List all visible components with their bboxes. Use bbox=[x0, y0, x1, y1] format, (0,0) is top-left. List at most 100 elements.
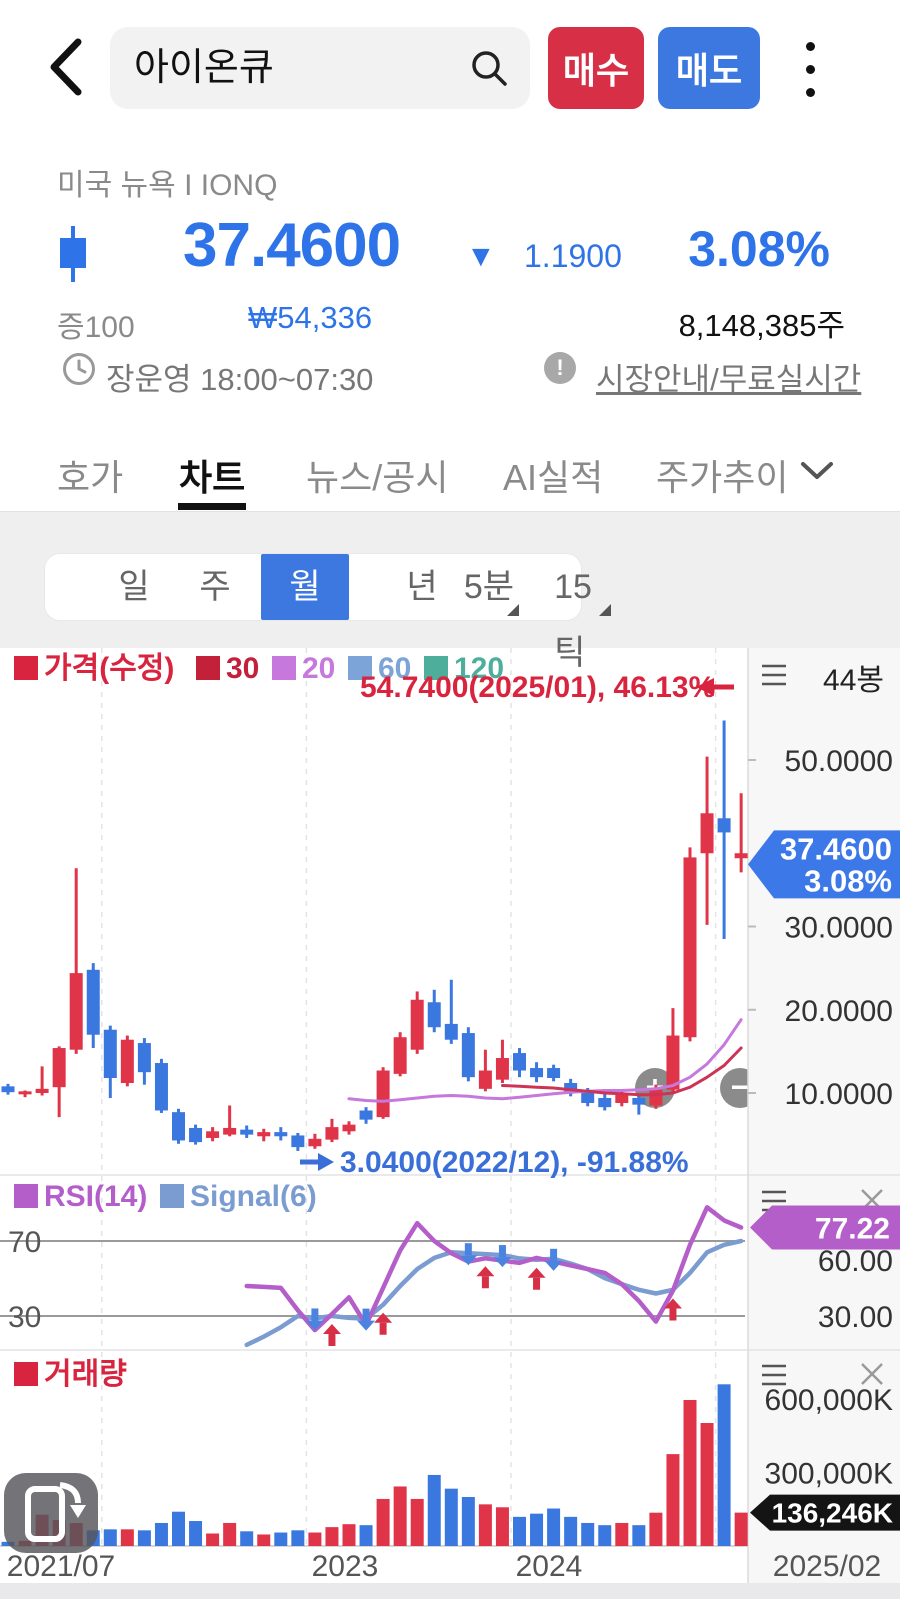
candle-body bbox=[513, 1053, 526, 1071]
volume-bar bbox=[564, 1516, 578, 1546]
legend-label: 30 bbox=[226, 652, 259, 685]
legend-swatch bbox=[272, 656, 296, 680]
candle-body bbox=[666, 1035, 680, 1090]
volume-bar bbox=[478, 1504, 492, 1546]
back-chevron-icon bbox=[50, 38, 82, 96]
volume-bar bbox=[103, 1529, 117, 1546]
candle-body bbox=[615, 1094, 629, 1103]
volume-bar bbox=[734, 1512, 748, 1546]
market-guide-link[interactable]: 시장안내/무료실시간 bbox=[596, 362, 862, 397]
clock-icon bbox=[63, 353, 95, 385]
legend-label: Signal(6) bbox=[190, 1180, 317, 1213]
volume-bar bbox=[649, 1512, 663, 1546]
candle-body bbox=[291, 1135, 305, 1148]
current-price: 37.4600 bbox=[183, 211, 401, 280]
stock-chart[interactable]: 50.0000 30.0000 20.0000 10.0000 44봉 가격(수정) 30 2… bbox=[0, 648, 900, 1599]
dropdown-corner-icon bbox=[599, 604, 611, 616]
legend-label: RSI(14) bbox=[44, 1180, 147, 1213]
candle-body bbox=[103, 1029, 117, 1079]
candle-body bbox=[172, 1112, 185, 1141]
candle-body bbox=[274, 1132, 288, 1137]
candle-body bbox=[478, 1070, 492, 1089]
volume-bar bbox=[154, 1522, 168, 1546]
info-icon: ! bbox=[544, 352, 576, 384]
volume-bar bbox=[632, 1525, 646, 1546]
volume-shares: 8,148,385주 bbox=[678, 308, 845, 343]
candle-body bbox=[206, 1131, 220, 1138]
tab-price-trend[interactable]: 주가추이 bbox=[656, 457, 789, 498]
price-axis-label: 30.0000 bbox=[785, 912, 893, 945]
svg-text:77.22: 77.22 bbox=[815, 1212, 890, 1245]
sell-arrow-icon bbox=[459, 1243, 478, 1266]
tab-news[interactable]: 뉴스/공시 bbox=[306, 457, 449, 498]
bottom-strip bbox=[0, 1583, 900, 1599]
candle-body bbox=[683, 857, 697, 1038]
period-week[interactable]: 주 bbox=[199, 568, 231, 606]
margin-label: 증100 bbox=[57, 311, 135, 344]
legend-swatch bbox=[348, 656, 372, 680]
sell-button[interactable]: 매도 bbox=[658, 27, 760, 109]
period-day[interactable]: 일 bbox=[118, 568, 150, 606]
search-icon[interactable] bbox=[470, 49, 508, 87]
chevron-down-icon[interactable] bbox=[800, 461, 834, 481]
rsi-level-label: 30 bbox=[8, 1301, 41, 1334]
sell-arrow-icon bbox=[493, 1245, 512, 1268]
candle-body bbox=[564, 1083, 578, 1093]
volume-bar bbox=[291, 1530, 305, 1546]
period-5min[interactable]: 5분 bbox=[463, 568, 515, 606]
bar-count-label: 44봉 bbox=[823, 664, 884, 697]
tab-chart[interactable]: 차트 bbox=[179, 457, 246, 498]
rsi-signal-line bbox=[244, 1238, 744, 1348]
x-axis-label: 2023 bbox=[312, 1550, 379, 1583]
dropdown-corner-icon bbox=[507, 604, 519, 616]
tab-ai-earnings[interactable]: AI실적 bbox=[503, 457, 604, 498]
rotate-phone-icon bbox=[25, 1482, 86, 1542]
volume-bars-group bbox=[1, 1384, 748, 1546]
candle-body bbox=[495, 1058, 509, 1080]
candle-body bbox=[1, 1086, 15, 1093]
volume-bar bbox=[206, 1533, 220, 1546]
volume-bar bbox=[666, 1454, 680, 1546]
candle-body bbox=[632, 1097, 646, 1105]
period-15tick[interactable]: 15틱 bbox=[554, 568, 592, 672]
legend-label: 120 bbox=[454, 652, 504, 685]
legend-swatch bbox=[14, 1184, 38, 1208]
period-year[interactable]: 년 bbox=[406, 568, 438, 606]
candle-body bbox=[700, 813, 714, 854]
period-month[interactable]: 월 bbox=[261, 554, 349, 620]
back-button[interactable] bbox=[44, 36, 88, 98]
down-triangle-icon: ▼ bbox=[466, 240, 496, 273]
svg-text:3.08%: 3.08% bbox=[804, 863, 892, 898]
more-menu-icon[interactable] bbox=[806, 42, 816, 111]
volume-bar bbox=[615, 1522, 629, 1546]
volume-panel-close-icon[interactable] bbox=[861, 1363, 883, 1385]
rotate-phone-button[interactable] bbox=[4, 1473, 98, 1553]
legend-swatch bbox=[160, 1184, 184, 1208]
candle-body bbox=[530, 1068, 544, 1078]
candle-body bbox=[308, 1138, 322, 1147]
buy-button[interactable]: 매수 bbox=[548, 27, 644, 109]
price-panel-menu-icon[interactable] bbox=[762, 664, 786, 686]
x-axis-label: 2021/07 bbox=[7, 1550, 115, 1583]
volume-bar bbox=[427, 1474, 441, 1546]
candle-body bbox=[393, 1037, 407, 1074]
tab-orderbook[interactable]: 호가 bbox=[57, 457, 124, 498]
volume-bar bbox=[444, 1488, 458, 1546]
candles-group bbox=[1, 720, 748, 1151]
price-change-pct: 3.08% bbox=[688, 221, 830, 277]
volume-bar bbox=[308, 1532, 322, 1546]
volume-bar bbox=[376, 1498, 390, 1546]
low-annotation: 3.0400(2022/12), -91.88% bbox=[340, 1146, 689, 1179]
candle-body bbox=[376, 1070, 390, 1118]
candle-body bbox=[18, 1091, 32, 1095]
volume-bar bbox=[274, 1532, 288, 1546]
search-input[interactable]: 아이온큐 bbox=[110, 27, 530, 109]
high-annotation: 54.7400(2025/01), 46.13% bbox=[360, 671, 715, 704]
candle-body bbox=[359, 1110, 373, 1120]
volume-panel-menu-icon[interactable] bbox=[762, 1364, 786, 1386]
legend-label: 거래량 bbox=[44, 1358, 127, 1391]
legend-swatch bbox=[424, 656, 448, 680]
market-label: 미국 뉴욕 I IONQ bbox=[57, 169, 278, 202]
